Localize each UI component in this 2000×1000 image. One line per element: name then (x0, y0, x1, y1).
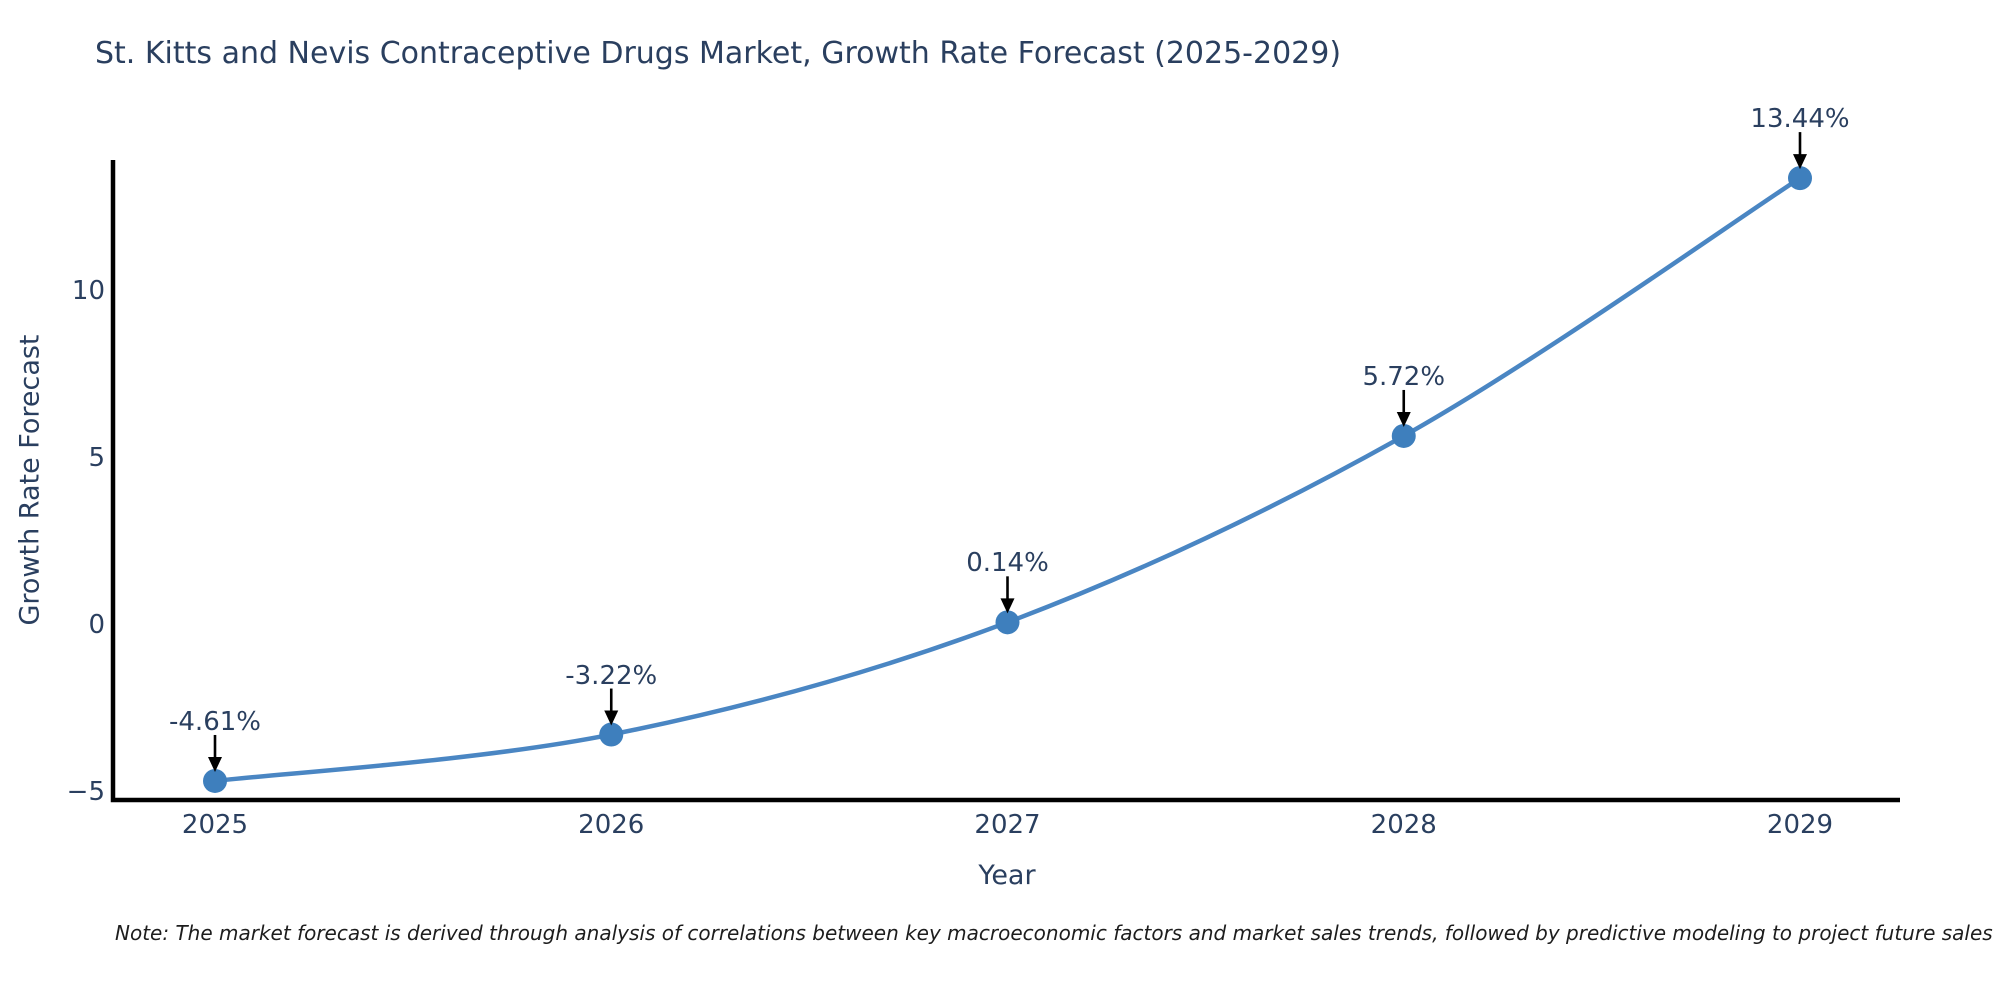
point-annotation: 0.14% (966, 548, 1049, 579)
annotation-arrowhead (1000, 598, 1015, 614)
y-tick-label: 0 (88, 610, 105, 640)
x-tick-label: 2025 (181, 810, 249, 840)
annotation-arrowhead (1793, 154, 1807, 170)
data-point-marker (1391, 423, 1416, 448)
data-point-marker (1788, 166, 1812, 191)
y-axis-title: Growth Rate Forecast (14, 334, 46, 626)
y-tick-label: −5 (66, 777, 105, 807)
annotation-arrowhead (604, 710, 619, 726)
data-point-marker (995, 610, 1020, 635)
data-point-marker (599, 722, 624, 747)
annotation-arrowhead (1396, 411, 1411, 427)
x-tick-label: 2027 (974, 810, 1041, 840)
y-tick-label: 5 (88, 443, 105, 473)
point-annotation: -4.61% (169, 706, 261, 737)
y-tick-label: 10 (71, 276, 105, 306)
footnote: Note: The market forecast is derived thr… (115, 921, 1993, 945)
x-tick-label: 2029 (1766, 810, 1834, 840)
x-tick-label: 2026 (578, 810, 645, 840)
point-annotation: -3.22% (565, 660, 658, 691)
x-tick-label: 2028 (1370, 810, 1437, 840)
data-point-marker (203, 768, 227, 793)
axis-spines (110, 160, 1900, 803)
series-line (212, 175, 1803, 784)
point-annotation: 13.44% (1750, 104, 1850, 135)
x-axis-title: Year (978, 860, 1036, 891)
chart-title: St. Kitts and Nevis Contraceptive Drugs … (95, 36, 1342, 71)
point-annotation: 5.72% (1362, 361, 1446, 392)
annotation-arrowhead (208, 756, 222, 772)
